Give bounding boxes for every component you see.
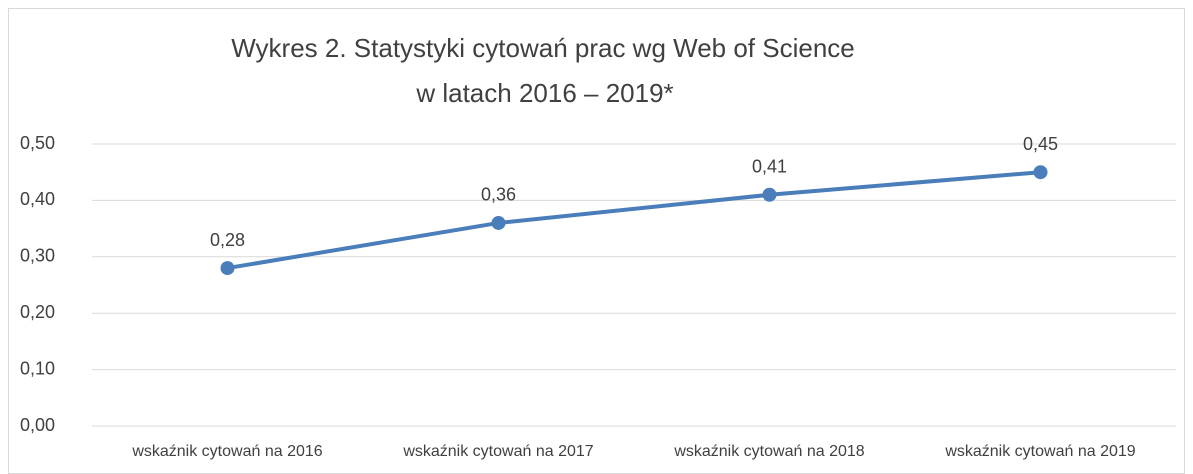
data-label: 0,45 — [1023, 134, 1058, 154]
y-tick-label: 0,40 — [20, 189, 55, 209]
y-tick-label: 0,10 — [20, 358, 55, 378]
chart-title: w latach 2016 – 2019* — [415, 78, 673, 108]
line — [227, 170, 1041, 271]
data-label: 0,41 — [752, 157, 787, 177]
chart-title: Wykres 2. Statystyki cytowań prac wg Web… — [231, 33, 855, 63]
y-tick-label: 0,00 — [20, 415, 55, 435]
point — [491, 215, 506, 230]
y-tick-label: 0,20 — [20, 302, 55, 322]
x-tick-label: wskaźnik cytowań na 2019 — [944, 443, 1135, 460]
point — [220, 261, 235, 276]
data-label: 0,36 — [481, 185, 516, 205]
y-tick-label: 0,30 — [20, 246, 55, 266]
data-label: 0,28 — [210, 230, 245, 250]
point — [762, 187, 777, 202]
y-tick-label: 0,50 — [20, 133, 55, 153]
x-tick-label: wskaźnik cytowań na 2017 — [402, 443, 593, 460]
x-tick-label: wskaźnik cytowań na 2018 — [673, 443, 864, 460]
chart-border — [8, 8, 1185, 474]
point — [1033, 165, 1048, 180]
x-tick-label: wskaźnik cytowań na 2016 — [131, 443, 322, 460]
